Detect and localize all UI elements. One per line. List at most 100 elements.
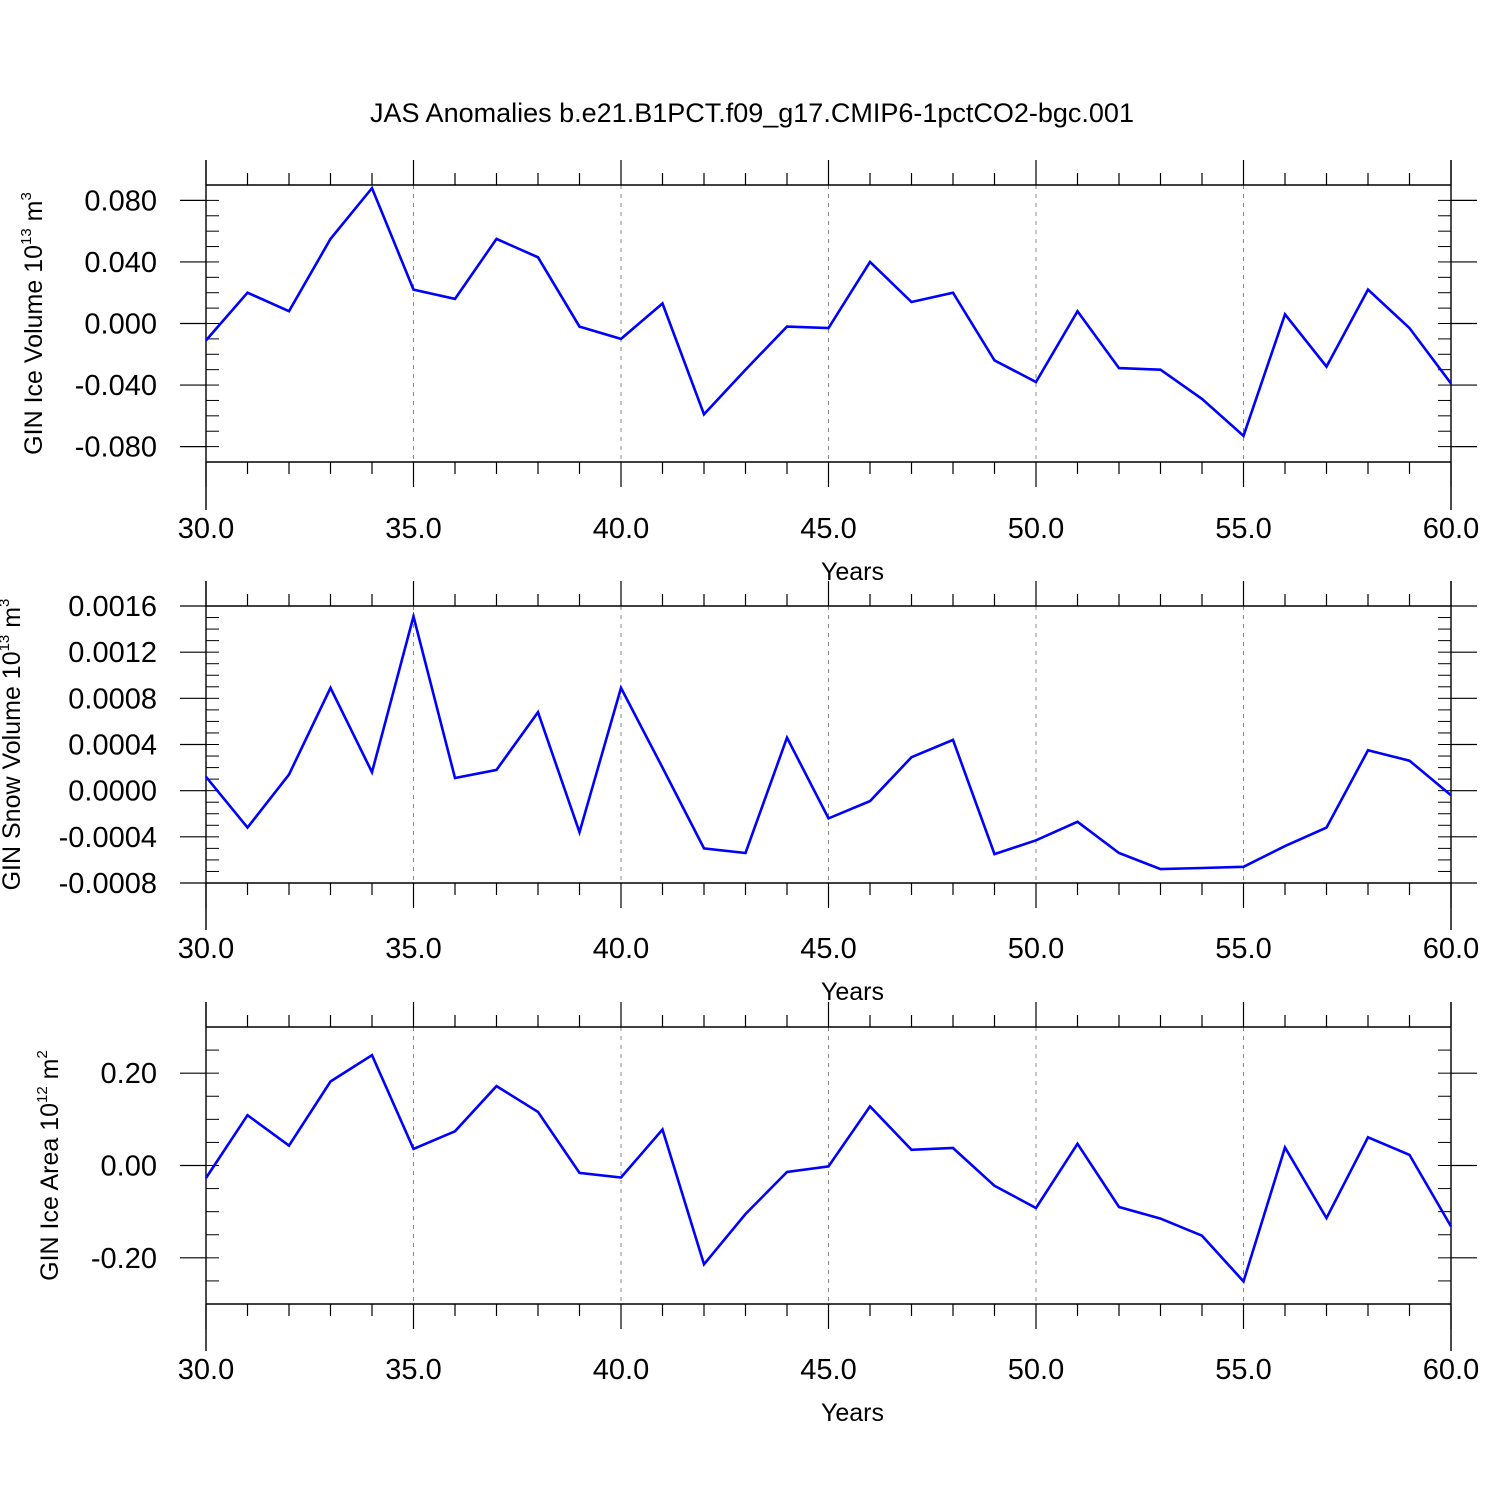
data-point [869, 1105, 871, 1108]
y-axis-title-text: m [20, 201, 48, 229]
y-tick-label: 0.000 [84, 309, 157, 341]
data-point [1325, 826, 1328, 829]
x-tick-label: 60.0 [1423, 933, 1479, 965]
data-point [246, 826, 249, 829]
data-point [1450, 1225, 1452, 1228]
y-tick-label: -0.0008 [59, 868, 157, 900]
data-point [205, 339, 207, 342]
data-point [1118, 367, 1120, 369]
y-tick-label: -0.20 [91, 1243, 157, 1275]
data-point [1159, 1217, 1162, 1220]
x-tick-label: 30.0 [178, 1354, 234, 1386]
data-point [1450, 382, 1452, 385]
data-point [1035, 839, 1037, 842]
y-axis-title-superscript: 12 [34, 1086, 51, 1103]
y-axis-title-superscript: 13 [0, 635, 13, 652]
x-tick-label: 50.0 [1008, 513, 1064, 545]
data-point [952, 291, 954, 294]
data-point [288, 1144, 290, 1147]
x-tick-label: 45.0 [800, 933, 856, 965]
y-tick-label: -0.040 [75, 370, 157, 402]
x-tick-label: 60.0 [1423, 1354, 1479, 1386]
data-point [703, 847, 705, 850]
data-point [744, 1213, 747, 1215]
data-point [1408, 1154, 1411, 1156]
y-axis-title: GIN Snow Volume 1013 m3 [0, 599, 26, 891]
data-point [246, 291, 249, 294]
data-point [1367, 1136, 1369, 1139]
data-point [371, 771, 373, 773]
data-point [910, 1149, 913, 1151]
data-point [993, 359, 996, 362]
x-tick-label: 35.0 [385, 1354, 441, 1386]
y-tick-label: 0.040 [84, 247, 157, 279]
data-point [537, 1111, 539, 1113]
data-point [537, 711, 539, 713]
y-axis-title-text: GIN Ice Area 10 [36, 1103, 64, 1281]
data-point [1408, 327, 1411, 329]
x-tick-label: 55.0 [1215, 1354, 1271, 1386]
data-point [495, 1085, 498, 1087]
data-point [412, 288, 415, 291]
data-point [205, 776, 207, 778]
data-point [910, 301, 913, 303]
data-point [1035, 381, 1037, 383]
figure-title: JAS Anomalies b.e21.B1PCT.f09_g17.CMIP6-… [370, 98, 1134, 128]
data-point [454, 298, 456, 300]
x-tick-label: 35.0 [385, 513, 441, 545]
y-tick-label: 0.0004 [68, 730, 157, 762]
data-point [1035, 1207, 1037, 1209]
data-point [578, 1172, 581, 1174]
data-point [620, 687, 622, 689]
panel-ice-volume: 30.0 35.0 40.0 45.0 50.0 55.0 60.0 Years 0.080 0.… [18, 160, 1479, 586]
y-axis-title-superscript: 13 [18, 228, 35, 245]
data-point [371, 1054, 373, 1056]
data-point [993, 1185, 996, 1187]
data-point [1201, 1234, 1203, 1237]
x-tick-label: 30.0 [178, 513, 234, 545]
x-tick-label: 40.0 [593, 513, 649, 545]
data-point [1325, 365, 1328, 368]
data-point [371, 187, 373, 189]
y-tick-label: 0.0016 [68, 591, 157, 623]
y-axis-title-superscript: 2 [34, 1050, 51, 1058]
data-point [744, 852, 747, 854]
data-point [1118, 1206, 1120, 1208]
data-point [1242, 435, 1245, 437]
y-tick-label: 0.0008 [68, 683, 157, 715]
data-point [827, 817, 830, 820]
y-axis-title-text: m [0, 607, 26, 635]
data-point [1201, 398, 1203, 400]
x-axis-title: Years [821, 1399, 884, 1427]
x-tick-label: 40.0 [593, 1354, 649, 1386]
data-point [786, 1171, 788, 1173]
data-point [1408, 759, 1411, 762]
data-point [703, 413, 705, 416]
data-point [1076, 1143, 1079, 1145]
data-point [412, 1148, 415, 1150]
data-point [495, 238, 498, 240]
panel-snow-volume: 30.0 35.0 40.0 45.0 50.0 55.0 60.0 Years 0.0016 0… [0, 581, 1479, 1006]
x-tick-label: 45.0 [800, 1354, 856, 1386]
data-point [454, 1130, 456, 1133]
data-point [1284, 845, 1286, 847]
y-axis-title: GIN Ice Volume 1013 m3 [18, 192, 48, 455]
data-point [412, 615, 415, 618]
data-point [1118, 852, 1120, 854]
data-point [495, 769, 498, 771]
data-point [1450, 794, 1452, 797]
data-point [1367, 288, 1369, 291]
data-point [910, 756, 913, 758]
data-point [661, 302, 664, 305]
data-point [786, 736, 788, 739]
x-tick-label: 45.0 [800, 513, 856, 545]
data-point [952, 739, 954, 741]
y-tick-label: 0.20 [101, 1058, 157, 1090]
data-point [952, 1147, 954, 1149]
x-tick-label: 60.0 [1423, 513, 1479, 545]
data-point [1076, 310, 1079, 312]
data-point [537, 256, 539, 259]
data-point [620, 1176, 622, 1179]
data-point [1284, 313, 1286, 316]
data-point [993, 853, 996, 855]
